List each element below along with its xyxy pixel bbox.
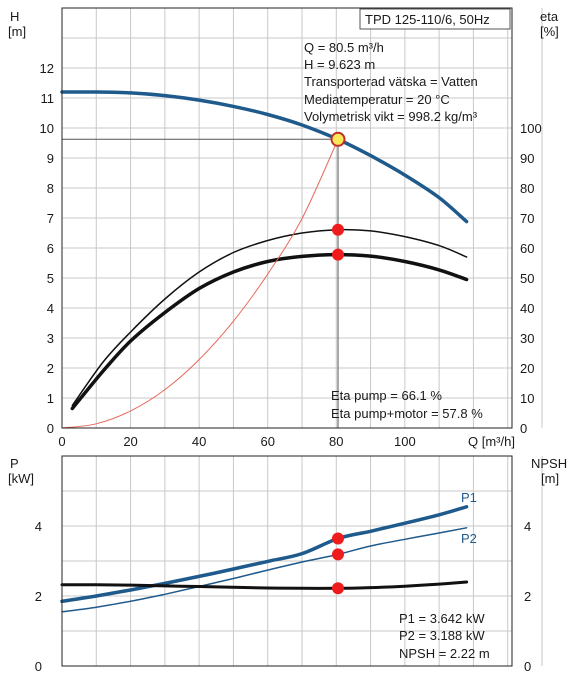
top-grid [62,8,543,428]
top-right-tick-label: 100 [520,121,542,136]
info-density: Volymetrisk vikt = 998.2 kg/m³ [304,109,478,124]
top-left-tick-label: 11 [41,91,55,106]
top-left-tick-label: 6 [47,241,54,256]
top-left-tick-label: 7 [47,211,54,226]
top-left-tick-label: 4 [47,301,54,316]
bottom-grid [62,456,543,666]
bottom-left-tick-label: 4 [35,519,42,534]
power-info: P1 = 3.642 kW P2 = 3.188 kW NPSH = 2.22 … [399,611,490,661]
system-curve [61,138,339,429]
top-left-tick-label: 9 [47,151,54,166]
top-right-tick-label: 20 [520,361,534,376]
bottom-left-tick-label: 0 [35,659,42,674]
x-axis-title: Q [m³/h] [468,434,515,449]
top-plot-frame [61,7,513,429]
top-left-tick-label: 10 [40,121,54,136]
top-right-tick-label: 30 [520,331,534,346]
info-h: H = 9.623 m [304,57,375,72]
efficiency-info: Eta pump = 66.1 % Eta pump+motor = 57.8 … [331,388,483,421]
bottom-right-tick-label: 0 [524,659,531,674]
operating-point-marker [330,131,346,147]
x-tick-label: 20 [123,434,137,449]
power-point-marker [332,532,344,545]
top-left-tick-label: 3 [47,331,54,346]
info-p1: P1 = 3.642 kW [399,611,485,626]
top-right-axis-title-1: eta [540,9,559,24]
top-left-tick-label: 1 [47,391,54,406]
npsh-curve [60,580,469,590]
bottom-right-tick-label: 2 [524,589,531,604]
top-right-tick-label: 0 [520,421,527,436]
series-label-p1: P1 [461,490,477,505]
operating-info: Q = 80.5 m³/h H = 9.623 m Transporterad … [304,40,478,124]
info-liquid: Transporterad vätska = Vatten [304,74,478,89]
bottom-right-axis-title-2: [m] [541,471,559,486]
top-left-axis-title-2: [m] [8,24,26,39]
power-point-marker [332,582,344,595]
top-left-tick-label: 12 [40,61,54,76]
top-left-tick-label: 2 [47,361,54,376]
eta-pump-motor-curve [70,252,469,411]
title-box [359,8,511,30]
top-left-tick-label: 5 [47,271,54,286]
chart-title: TPD 125-110/6, 50Hz [365,12,490,27]
bottom-curves [60,505,469,613]
series-label-p2: P2 [461,531,477,546]
eta-pump-curve [71,228,468,407]
info-npsh: NPSH = 2.22 m [399,646,490,661]
top-curves [60,90,469,429]
power-point-marker [332,548,344,561]
info-eta-pump-motor: Eta pump+motor = 57.8 % [331,406,483,421]
top-right-tick-label: 90 [520,151,534,166]
top-right-tick-label: 70 [520,211,534,226]
efficiency-point-marker [332,223,344,236]
top-right-tick-label: 80 [520,181,534,196]
info-q: Q = 80.5 m³/h [304,40,384,55]
head-curve [60,90,469,224]
bottom-right-axis-title-1: NPSH [531,456,567,471]
bottom-left-tick-label: 2 [35,589,42,604]
p1-curve [60,505,469,604]
bottom-right-tick-label: 4 [524,519,531,534]
top-left-tick-label: 0 [47,421,54,436]
x-tick-label: 40 [192,434,206,449]
top-right-tick-label: 40 [520,301,534,316]
x-tick-label: 80 [329,434,343,449]
top-right-tick-label: 10 [520,391,534,406]
top-left-axis-title-1: H [10,9,19,24]
top-right-tick-label: 50 [520,271,534,286]
x-tick-label: 60 [260,434,274,449]
top-left-tick-label: 8 [47,181,54,196]
top-right-tick-label: 60 [520,241,534,256]
x-tick-label: 100 [394,434,416,449]
bottom-ticks: 0 2 4 0 2 4 [35,519,531,674]
bottom-left-axis-title-1: P [10,456,19,471]
x-tick-label: 0 [58,434,65,449]
efficiency-point-marker [332,248,344,261]
bottom-left-axis-title-2: [kW] [8,471,34,486]
bottom-plot-frame [61,455,513,667]
p2-curve [61,527,468,613]
info-eta-pump: Eta pump = 66.1 % [331,388,442,403]
info-temperature: Mediatemperatur = 20 °C [304,92,450,107]
top-right-axis-title-2: [%] [540,24,559,39]
bottom-panel: 0 2 4 0 2 4 P [kW] NPSH [m] P1 P2 P1 = 3.642 … [8,455,567,674]
info-p2: P2 = 3.188 kW [399,628,485,643]
